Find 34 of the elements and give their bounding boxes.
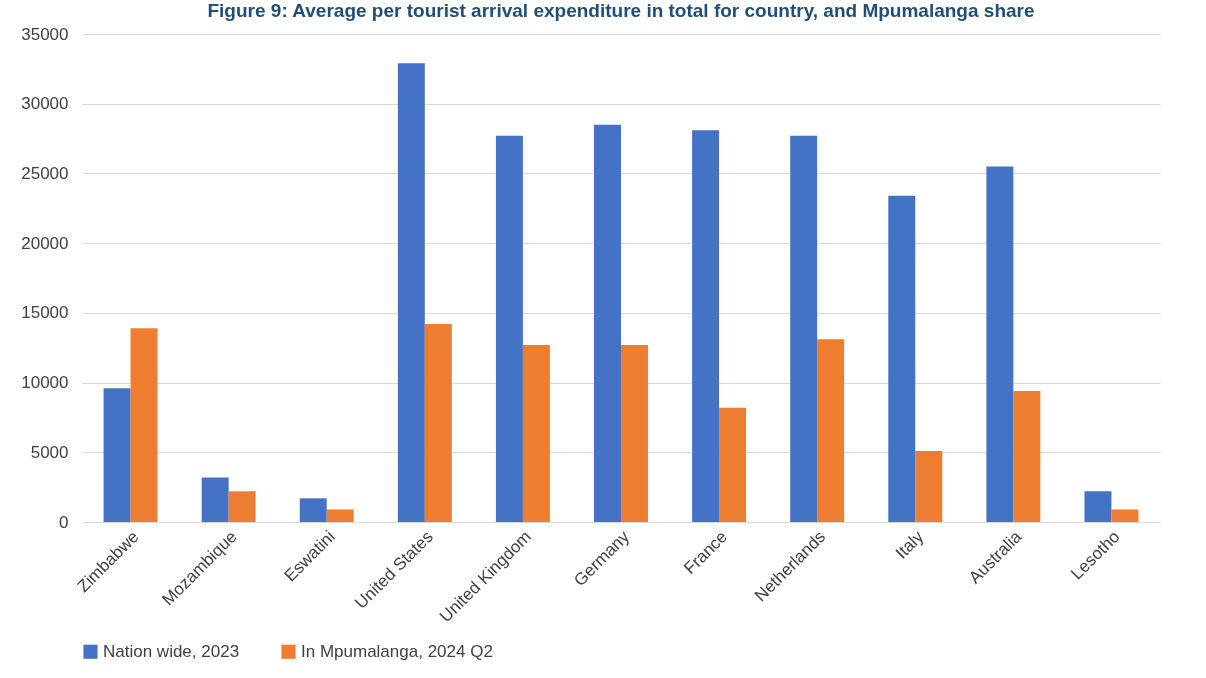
bar xyxy=(790,135,818,522)
bar xyxy=(201,477,229,522)
bar xyxy=(915,450,943,522)
bar xyxy=(326,509,354,522)
y-tick-label: 20000 xyxy=(21,233,69,253)
bar xyxy=(130,328,158,522)
bar xyxy=(299,498,327,522)
bar xyxy=(719,407,747,522)
bar xyxy=(522,344,550,522)
bar xyxy=(397,63,425,522)
y-tick-label: 30000 xyxy=(21,94,69,114)
legend-label: Nation wide, 2023 xyxy=(103,641,240,661)
bar xyxy=(424,324,452,522)
bar xyxy=(103,388,131,522)
bar xyxy=(692,130,720,522)
bar xyxy=(1111,509,1139,522)
bar xyxy=(1013,390,1041,522)
bar xyxy=(228,491,256,522)
chart-title: Figure 9: Average per tourist arrival expenditure in total for country, and Mpumalanga share xyxy=(207,0,1035,21)
y-tick-label: 25000 xyxy=(21,163,69,183)
legend-label: In Mpumalanga, 2024 Q2 xyxy=(301,641,493,661)
y-tick-label: 15000 xyxy=(21,303,69,323)
bar xyxy=(817,339,845,522)
y-tick-label: 35000 xyxy=(21,24,69,44)
bar xyxy=(495,135,523,522)
x-tick-label: Italy xyxy=(891,526,928,563)
bar xyxy=(888,195,916,522)
y-tick-label: 5000 xyxy=(30,442,69,462)
y-tick-label: 0 xyxy=(59,512,69,532)
bar xyxy=(621,344,648,522)
bar xyxy=(986,166,1014,522)
bar xyxy=(594,124,621,522)
y-tick-label: 10000 xyxy=(21,373,69,393)
bar xyxy=(1084,491,1112,522)
